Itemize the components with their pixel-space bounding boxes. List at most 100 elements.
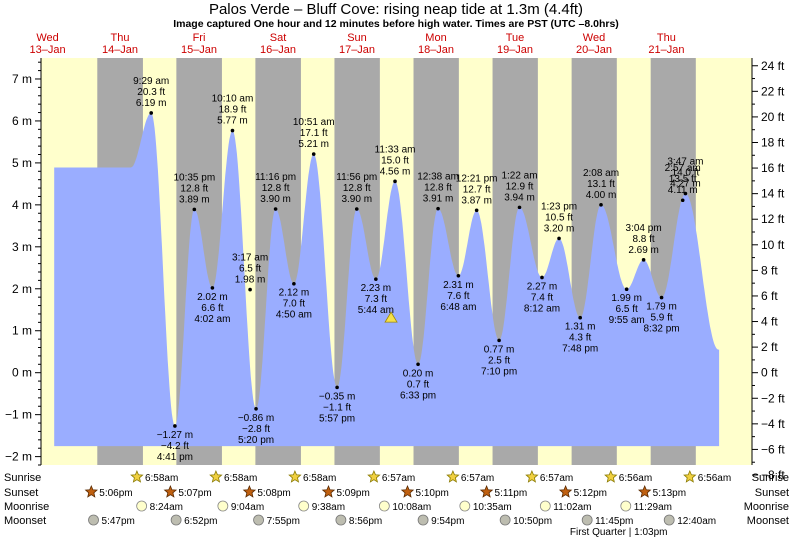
tide-event-dot bbox=[173, 424, 177, 428]
tide-event-dot bbox=[192, 207, 197, 212]
tide-event-feet: 13.5 ft bbox=[669, 174, 697, 185]
y-left-tick-label: 5 m bbox=[12, 156, 32, 170]
tide-event-time: 1:23 pm bbox=[541, 201, 577, 212]
moonrise-icon bbox=[539, 500, 551, 512]
tide-event-meters: 0.20 m bbox=[403, 368, 434, 379]
tide-event-time: 7:48 pm bbox=[562, 344, 598, 355]
sunrise-icon bbox=[367, 469, 381, 483]
footer-row-label-left: Sunrise bbox=[4, 472, 41, 484]
tide-event-feet: 12.7 ft bbox=[463, 184, 491, 195]
sunset-time: 5:09pm bbox=[336, 488, 369, 499]
tide-event-feet: 20.3 ft bbox=[137, 87, 165, 98]
tide-event-meters: 4.56 m bbox=[380, 166, 411, 177]
moon-phase-note: First Quarter | 1:03pm bbox=[570, 527, 668, 538]
footer-row-label-right: Sunrise bbox=[752, 472, 789, 484]
tide-event-dot bbox=[624, 287, 629, 291]
tide-event-meters: 6.19 m bbox=[136, 98, 167, 109]
tide-event-meters: 1.98 m bbox=[235, 275, 266, 286]
tide-event-feet: 12.9 ft bbox=[506, 181, 534, 192]
tide-event-feet: −2.8 ft bbox=[242, 424, 270, 435]
tide-event-time: 4:50 am bbox=[276, 310, 312, 321]
day-header-weekday: Fri bbox=[193, 32, 206, 44]
tide-event-time: 10:51 am bbox=[293, 117, 335, 128]
tide-event-time: 1:22 am bbox=[501, 170, 537, 181]
y-left-tick-label: 4 m bbox=[12, 198, 32, 212]
day-header-date: 17–Jan bbox=[339, 44, 375, 56]
tide-event-dot bbox=[680, 198, 685, 203]
tide-event-feet: 6.6 ft bbox=[201, 303, 223, 314]
moonrise-time: 9:04am bbox=[231, 502, 264, 513]
tide-event-feet: 12.8 ft bbox=[262, 183, 290, 194]
sunrise-time: 6:58am bbox=[224, 473, 257, 484]
tide-event-dot bbox=[683, 191, 688, 196]
tide-event-dot bbox=[374, 277, 378, 281]
tide-event-time: 11:56 pm bbox=[336, 172, 377, 183]
tide-event-meters: 5.77 m bbox=[217, 116, 248, 127]
tide-event-dot bbox=[149, 111, 154, 115]
sunrise-time: 6:57am bbox=[540, 473, 573, 484]
day-header-date: 21–Jan bbox=[648, 44, 684, 56]
day-headers: Wed13–JanThu14–JanFri15–JanSat16–JanSun1… bbox=[30, 32, 685, 56]
y-left-tick-label: 0 m bbox=[12, 366, 32, 380]
moonrise-time: 10:35am bbox=[473, 502, 512, 513]
tide-event-feet: 4.3 ft bbox=[569, 333, 591, 344]
sunrise-icon bbox=[446, 469, 460, 483]
moonrise-time: 11:02am bbox=[553, 502, 591, 513]
day-header-weekday: Mon bbox=[425, 32, 446, 44]
tide-event-meters: −1.27 m bbox=[157, 430, 193, 441]
y-left-tick-label: 1 m bbox=[12, 324, 32, 338]
moonrise-icon bbox=[298, 500, 310, 512]
tide-event-feet: 12.8 ft bbox=[424, 183, 452, 194]
tide-event-time: 5:44 am bbox=[358, 305, 394, 316]
day-header-date: 16–Jan bbox=[260, 44, 296, 56]
sunrise-time: 6:56am bbox=[619, 473, 652, 484]
tide-event-meters: 2.27 m bbox=[527, 281, 558, 292]
tide-event-feet: 7.6 ft bbox=[447, 291, 469, 302]
tide-event-meters: 4.11 m bbox=[668, 185, 698, 196]
tide-event-dot bbox=[335, 385, 339, 390]
sunrise-time: 6:57am bbox=[461, 473, 494, 484]
footer-row-label-right: Moonset bbox=[747, 515, 789, 527]
sunset-time: 5:13pm bbox=[653, 488, 686, 499]
tide-event-dot bbox=[641, 258, 646, 262]
tide-event-dot bbox=[474, 208, 479, 213]
tide-event-dot bbox=[230, 128, 235, 133]
tide-event-feet: 14.0 ft bbox=[672, 168, 700, 179]
y-left-tick-label: −1 m bbox=[5, 408, 32, 422]
sunset-icon bbox=[84, 484, 98, 498]
tide-event-meters: 3.90 m bbox=[341, 194, 372, 205]
sunset-icon bbox=[479, 484, 494, 498]
sunset-time: 5:10pm bbox=[416, 488, 449, 499]
tide-event-feet: 15.0 ft bbox=[381, 155, 409, 166]
y-right-tick-label: 8 ft bbox=[761, 263, 778, 277]
moonrise-time: 8:24am bbox=[150, 502, 183, 513]
moonrise-time: 10:08am bbox=[392, 502, 431, 513]
current-tide-marker bbox=[384, 311, 398, 323]
tide-event-time: 6:48 am bbox=[440, 302, 476, 313]
day-header-weekday: Sun bbox=[347, 32, 367, 44]
y-left-tick-label: 6 m bbox=[12, 114, 32, 128]
sunset-time: 5:07pm bbox=[178, 488, 211, 499]
y-right-tick-label: 4 ft bbox=[761, 315, 778, 329]
y-left-tick-label: 3 m bbox=[12, 240, 32, 254]
day-header-weekday: Wed bbox=[36, 32, 58, 44]
moonrise-time: 11:29am bbox=[634, 502, 672, 513]
footer-row-label-left: Sunset bbox=[4, 487, 38, 499]
tide-event-meters: 1.79 m bbox=[646, 302, 677, 313]
y-right-tick-label: 10 ft bbox=[761, 238, 785, 252]
sunset-icon bbox=[558, 484, 573, 498]
tide-event-meters: 3.94 m bbox=[504, 192, 535, 203]
tide-event-meters: 2.02 m bbox=[197, 292, 228, 303]
tide-event-dot bbox=[354, 207, 359, 211]
tide-event-meters: 2.12 m bbox=[279, 288, 310, 299]
tide-event-time: 12:21 pm bbox=[456, 173, 498, 184]
day-header-date: 15–Jan bbox=[181, 44, 217, 56]
y-right-tick-label: −4 ft bbox=[761, 417, 785, 431]
tide-event-meters: 3.90 m bbox=[260, 194, 291, 205]
tide-event-feet: 7.3 ft bbox=[365, 294, 387, 305]
moonset-icon bbox=[499, 514, 511, 526]
current-tide-triangle bbox=[384, 311, 398, 323]
day-header-date: 19–Jan bbox=[497, 44, 533, 56]
day-header-weekday: Thu bbox=[657, 32, 676, 44]
